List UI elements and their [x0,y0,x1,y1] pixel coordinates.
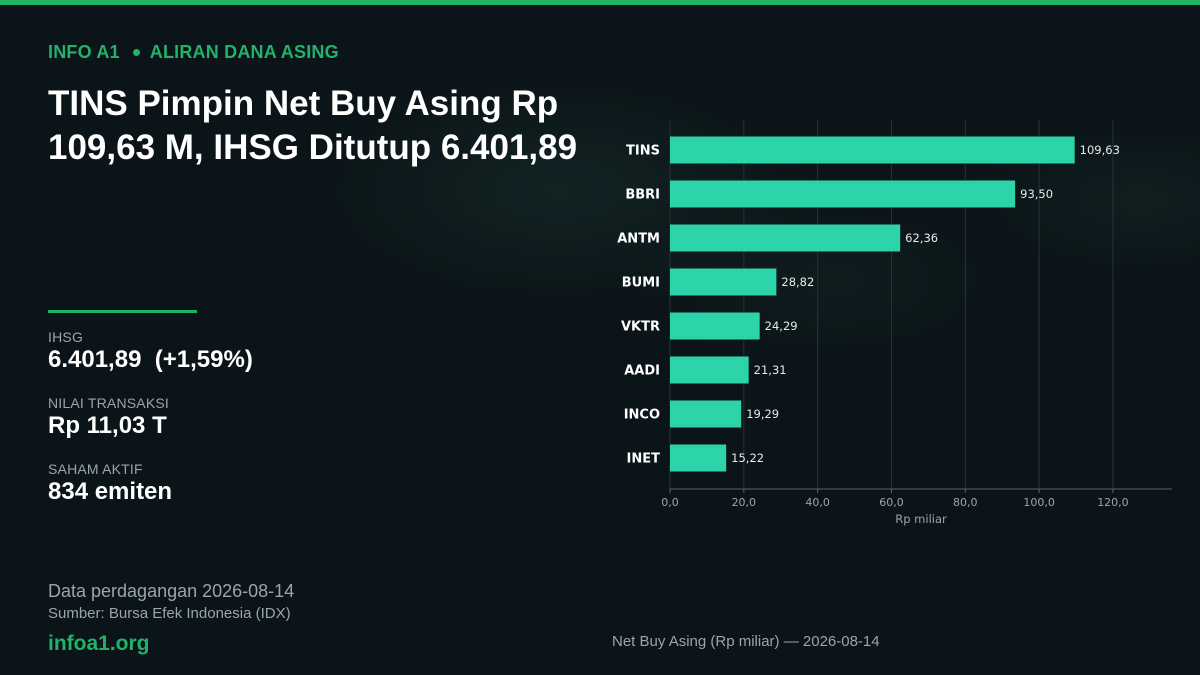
trading-date: Data perdagangan 2026-08-14 [48,581,295,601]
bar-inet [670,444,727,472]
x-tick-label-3: 60,0 [879,496,904,509]
stat-label: NILAI TRANSAKSI [48,395,170,411]
kicker: INFO A1 ALIRAN DANA ASING [48,42,339,63]
stat-nilai-transaksi: NILAI TRANSAKSI Rp 11,03 T [48,395,169,440]
stat-value: 834 emiten [48,478,173,505]
stat-saham-aktif: SAHAM AKTIF 834 emiten [48,461,172,506]
category-label-bbri: BBRI [625,188,660,203]
category-label-inet: INET [627,452,661,467]
value-label-aadi: 21,31 [754,363,787,377]
value-label-tins: 109,63 [1080,143,1120,157]
bar-tins [670,136,1075,164]
x-tick-label-0: 0,0 [661,496,679,509]
category-label-bumi: BUMI [622,276,660,291]
bar-inco [670,400,742,428]
category-label-aadi: AADI [624,364,660,379]
value-label-inet: 15,22 [731,451,764,465]
bullet-dot-icon [132,49,140,56]
bar-vktr [670,312,760,340]
stats-divider [48,310,197,313]
x-tick-label-4: 80,0 [953,496,978,509]
top-accent-bar [0,0,1200,5]
value-label-vktr: 24,29 [765,319,798,333]
bar-bumi [670,268,777,296]
headline: TINS Pimpin Net Buy Asing Rp 109,63 M, I… [48,84,578,167]
stat-label: IHSG [48,329,84,345]
stat-ihsg: IHSG 6.401,89 (+1,59%) [48,329,253,374]
x-tick-label-2: 40,0 [805,496,830,509]
stat-value: 6.401,89 (+1,59%) [48,346,253,373]
category-label-inco: INCO [624,408,660,423]
x-tick-label-1: 20,0 [732,496,757,509]
chart-caption: Net Buy Asing (Rp miliar) — 2026-08-14 [612,633,880,650]
category-label-tins: TINS [626,144,660,159]
value-label-inco: 19,29 [746,407,779,421]
bar-aadi [670,356,749,384]
section-label: ALIRAN DANA ASING [149,42,339,62]
data-source: Sumber: Bursa Efek Indonesia (IDX) [48,605,291,622]
category-label-antm: ANTM [617,232,660,247]
x-axis-title: Rp miliar [895,512,947,526]
site-link[interactable]: infoa1.org [48,632,150,655]
net-buy-bar-chart: TINS 109,63 BBRI 93,50 ANTM 62,36 BUMI 28,82 VKT… [617,120,1172,526]
value-label-bumi: 28,82 [781,275,814,289]
bar-antm [670,224,901,252]
x-tick-label-6: 120,0 [1097,496,1129,509]
stat-label: SAHAM AKTIF [48,461,143,477]
stat-value: Rp 11,03 T [48,412,167,439]
bar-bbri [670,180,1016,208]
value-label-bbri: 93,50 [1020,187,1053,201]
x-tick-label-5: 100,0 [1023,496,1055,509]
category-label-vktr: VKTR [621,320,660,335]
value-label-antm: 62,36 [905,231,938,245]
brand-label: INFO A1 [48,42,120,62]
